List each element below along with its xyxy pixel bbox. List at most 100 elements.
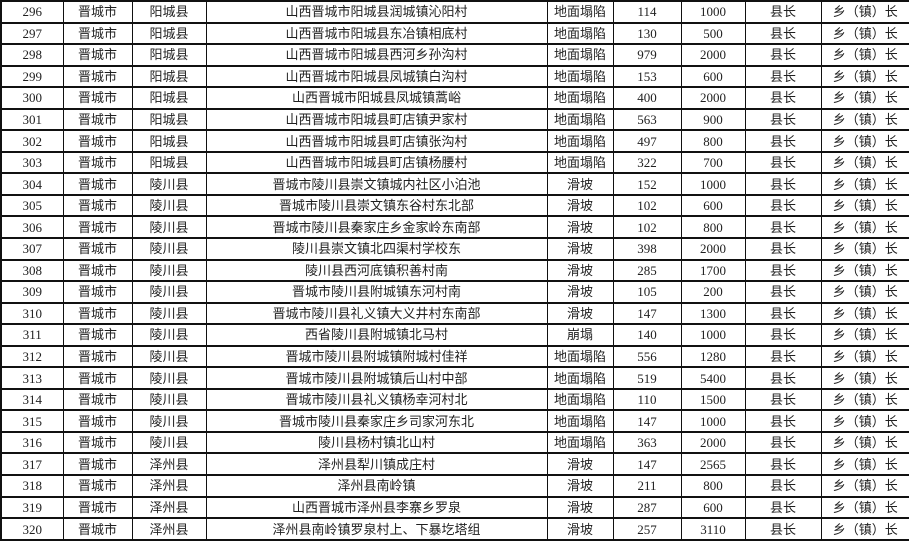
cell-hazard-type: 滑坡 (546, 215, 614, 239)
cell-responsible-county-head: 县长 (744, 323, 822, 347)
cell-responsible-township-head: 乡（镇）长 (820, 43, 909, 67)
cell-number-1: 102 (612, 193, 682, 218)
cell-number-2: 1000 (680, 172, 746, 196)
cell-responsible-township-head: 乡（镇）长 (820, 172, 909, 196)
cell-responsible-township-head: 乡（镇）长 (820, 387, 909, 412)
cell-hazard-type: 滑坡 (546, 301, 614, 326)
cell-location: 泽州县南岭镇罗泉村上、下暴圪塔组 (205, 517, 548, 541)
cell-county: 陵川县 (131, 387, 207, 412)
cell-hazard-type: 地面塌陷 (546, 129, 614, 153)
cell-number-2: 600 (680, 64, 746, 89)
cell-responsible-county-head: 县长 (744, 280, 822, 304)
cell-county: 泽州县 (131, 495, 207, 520)
table-row: 302 晋城市 阳城县 山西晋城市阳城县町店镇张沟村 地面塌陷 497 800 县长 乡（镇）长 (0, 129, 909, 153)
cell-responsible-township-head: 乡（镇）长 (820, 215, 909, 239)
cell-responsible-township-head: 乡（镇）长 (820, 344, 909, 369)
cell-number-1: 979 (612, 43, 682, 67)
cell-responsible-county-head: 县长 (744, 387, 822, 412)
cell-number-2: 800 (680, 129, 746, 153)
cell-number-1: 147 (612, 452, 682, 477)
table-row: 315 晋城市 陵川县 晋城市陵川县秦家庄乡司家河东北 地面塌陷 147 1000 县长 乡（镇… (0, 409, 909, 433)
cell-responsible-county-head: 县长 (744, 517, 822, 541)
cell-city: 晋城市 (62, 323, 133, 347)
cell-county: 陵川县 (131, 344, 207, 369)
cell-number-1: 400 (612, 86, 682, 110)
cell-row-number: 298 (0, 43, 64, 67)
cell-responsible-county-head: 县长 (744, 86, 822, 110)
cell-row-number: 300 (0, 86, 64, 110)
cell-responsible-county-head: 县长 (744, 43, 822, 67)
cell-row-number: 320 (0, 517, 64, 541)
cell-location: 泽州县犁川镇成庄村 (205, 452, 548, 477)
cell-location: 泽州县南岭镇 (205, 474, 548, 498)
cell-row-number: 311 (0, 323, 64, 347)
table-row: 308 晋城市 陵川县 陵川县西河底镇积善村南 滑坡 285 1700 县长 乡（镇）长 (0, 258, 909, 283)
cell-location: 山西晋城市阳城县西河乡孙沟村 (205, 43, 548, 67)
table-row: 305 晋城市 陵川县 晋城市陵川县崇文镇东谷村东北部 滑坡 102 600 县长 乡（镇）长 (0, 193, 909, 218)
table-row: 301 晋城市 阳城县 山西晋城市阳城县町店镇尹家村 地面塌陷 563 900 县长 乡（镇）长 (0, 107, 909, 132)
cell-responsible-township-head: 乡（镇）长 (820, 21, 909, 46)
cell-county: 阳城县 (131, 150, 207, 175)
cell-location: 晋城市陵川县崇文镇东谷村东北部 (205, 193, 548, 218)
cell-city: 晋城市 (62, 215, 133, 239)
cell-responsible-county-head: 县长 (744, 495, 822, 520)
cell-responsible-county-head: 县长 (744, 21, 822, 46)
cell-number-1: 153 (612, 64, 682, 89)
cell-number-2: 500 (680, 21, 746, 46)
table-row: 307 晋城市 陵川县 陵川县崇文镇北四渠村学校东 滑坡 398 2000 县长 乡（镇）长 (0, 237, 909, 261)
cell-responsible-county-head: 县长 (744, 64, 822, 89)
cell-responsible-county-head: 县长 (744, 150, 822, 175)
cell-city: 晋城市 (62, 366, 133, 390)
cell-number-2: 600 (680, 193, 746, 218)
cell-hazard-type: 地面塌陷 (546, 430, 614, 455)
cell-responsible-township-head: 乡（镇）长 (820, 107, 909, 132)
cell-location: 陵川县崇文镇北四渠村学校东 (205, 237, 548, 261)
cell-number-2: 1500 (680, 387, 746, 412)
cell-number-2: 2565 (680, 452, 746, 477)
cell-row-number: 313 (0, 366, 64, 390)
cell-hazard-type: 滑坡 (546, 452, 614, 477)
cell-location: 晋城市陵川县礼义镇杨幸河村北 (205, 387, 548, 412)
cell-county: 阳城县 (131, 129, 207, 153)
table-row: 318 晋城市 泽州县 泽州县南岭镇 滑坡 211 800 县长 乡（镇）长 (0, 474, 909, 498)
cell-number-2: 1280 (680, 344, 746, 369)
cell-location: 晋城市陵川县附城镇附城村佳祥 (205, 344, 548, 369)
cell-number-1: 285 (612, 258, 682, 283)
cell-number-1: 398 (612, 237, 682, 261)
cell-number-2: 1300 (680, 301, 746, 326)
cell-city: 晋城市 (62, 344, 133, 369)
table-row: 300 晋城市 阳城县 山西晋城市阳城县凤城镇蒿峪 地面塌陷 400 2000 县长 乡（镇）长 (0, 86, 909, 110)
cell-hazard-type: 地面塌陷 (546, 107, 614, 132)
cell-responsible-county-head: 县长 (744, 193, 822, 218)
cell-row-number: 316 (0, 430, 64, 455)
cell-location: 山西晋城市阳城县润城镇沁阳村 (205, 0, 548, 24)
cell-row-number: 309 (0, 280, 64, 304)
cell-responsible-township-head: 乡（镇）长 (820, 0, 909, 24)
cell-number-1: 140 (612, 323, 682, 347)
cell-hazard-type: 地面塌陷 (546, 86, 614, 110)
cell-responsible-county-head: 县长 (744, 452, 822, 477)
table-row: 304 晋城市 陵川县 晋城市陵川县崇文镇城内社区小泊池 滑坡 152 1000 县长 乡（镇）… (0, 172, 909, 196)
cell-number-2: 600 (680, 495, 746, 520)
cell-number-1: 497 (612, 129, 682, 153)
cell-number-1: 257 (612, 517, 682, 541)
table-row: 309 晋城市 陵川县 晋城市陵川县附城镇东河村南 滑坡 105 200 县长 乡（镇）长 (0, 280, 909, 304)
cell-location: 晋城市陵川县附城镇后山村中部 (205, 366, 548, 390)
cell-responsible-township-head: 乡（镇）长 (820, 64, 909, 89)
cell-hazard-type: 地面塌陷 (546, 409, 614, 433)
cell-city: 晋城市 (62, 86, 133, 110)
cell-number-2: 2000 (680, 237, 746, 261)
cell-number-2: 200 (680, 280, 746, 304)
cell-location: 陵川县杨村镇北山村 (205, 430, 548, 455)
cell-responsible-county-head: 县长 (744, 409, 822, 433)
cell-row-number: 304 (0, 172, 64, 196)
table-row: 314 晋城市 陵川县 晋城市陵川县礼义镇杨幸河村北 地面塌陷 110 1500 县长 乡（镇）… (0, 387, 909, 412)
cell-city: 晋城市 (62, 258, 133, 283)
cell-hazard-type: 地面塌陷 (546, 344, 614, 369)
cell-hazard-type: 滑坡 (546, 237, 614, 261)
cell-number-1: 556 (612, 344, 682, 369)
cell-location: 晋城市陵川县礼义镇大义井村东南部 (205, 301, 548, 326)
cell-row-number: 319 (0, 495, 64, 520)
cell-row-number: 318 (0, 474, 64, 498)
